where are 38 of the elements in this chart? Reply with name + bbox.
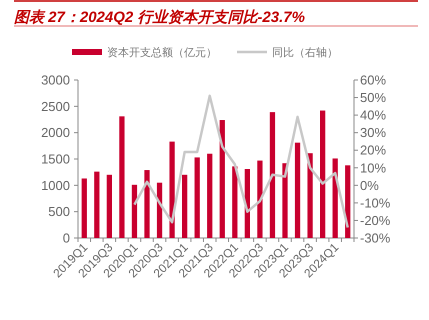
y2-tick-label: -30% bbox=[360, 230, 391, 246]
y2-tick-label: 50% bbox=[360, 90, 386, 106]
bar bbox=[345, 165, 350, 238]
y2-tick-label: 0% bbox=[360, 178, 380, 193]
bar bbox=[132, 184, 138, 238]
legend-label: 资本开支总额（亿元） bbox=[107, 46, 217, 59]
y2-tick-label: 30% bbox=[360, 125, 386, 140]
legend-label: 同比（右轴） bbox=[272, 46, 338, 59]
bar bbox=[182, 174, 188, 238]
bar bbox=[294, 142, 300, 238]
y-tick-label: 1500 bbox=[41, 152, 70, 166]
bar bbox=[244, 169, 250, 238]
y-tick-label: 1000 bbox=[41, 178, 70, 193]
bar bbox=[320, 110, 326, 238]
bar bbox=[257, 160, 263, 238]
y2-tick-label: -20% bbox=[360, 212, 391, 228]
y2-tick-label: -10% bbox=[360, 195, 391, 210]
y-tick-label: 2000 bbox=[41, 125, 70, 140]
y2-tick-label: 40% bbox=[360, 108, 386, 123]
bar bbox=[207, 154, 212, 238]
bar bbox=[332, 158, 338, 238]
bar bbox=[194, 157, 200, 238]
y2-tick-label: 10% bbox=[360, 160, 386, 176]
bar bbox=[94, 172, 100, 238]
y-tick-label: 3000 bbox=[41, 72, 70, 88]
bar bbox=[82, 178, 87, 238]
y-tick-label: 500 bbox=[48, 204, 70, 220]
line-series bbox=[133, 94, 349, 229]
bar bbox=[270, 112, 276, 238]
y2-tick-label: 20% bbox=[360, 142, 386, 158]
y-tick-label: 0 bbox=[62, 230, 70, 246]
chart-title: 图表 27：2024Q2 行业资本开支同比-23.7% bbox=[14, 9, 305, 26]
bar bbox=[106, 174, 112, 238]
y-tick-label: 2500 bbox=[41, 98, 70, 114]
bar bbox=[232, 166, 238, 238]
bar bbox=[119, 116, 125, 238]
bar bbox=[220, 120, 225, 238]
y2-tick-label: 60% bbox=[360, 72, 386, 88]
